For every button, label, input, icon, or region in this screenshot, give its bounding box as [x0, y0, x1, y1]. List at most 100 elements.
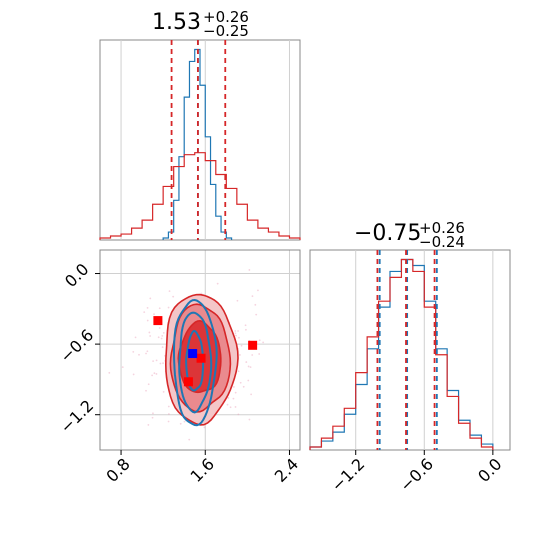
scatter-point	[237, 330, 239, 332]
scatter-point	[232, 386, 235, 388]
scatter-point	[167, 405, 170, 408]
marginal-x-grid	[120, 40, 290, 240]
histogram-series	[99, 152, 301, 240]
scatter-point	[167, 420, 170, 423]
scatter-point	[146, 350, 149, 353]
marginal-y-title: −0.75 +0.26 −0.24	[354, 219, 465, 251]
marginal-x-title-lower: −0.25	[203, 22, 249, 40]
scatter-point	[240, 344, 243, 347]
scatter-point	[234, 406, 237, 408]
scatter-point	[160, 337, 163, 340]
scatter-point	[121, 366, 124, 369]
scatter-point	[108, 371, 111, 374]
scatter-point	[237, 413, 240, 416]
scatter-point	[237, 370, 240, 373]
scatter-point	[146, 319, 149, 322]
joint-frame	[99, 249, 301, 451]
scatter-point	[188, 438, 191, 441]
marginal-x-panel: 1.53 +0.26 −0.25	[99, 8, 301, 241]
scatter-point	[304, 357, 306, 359]
x-tick-label: −1.2	[328, 454, 369, 495]
scatter-point	[232, 397, 235, 400]
scatter-point	[167, 413, 170, 415]
histogram-series	[309, 258, 494, 450]
marker-point	[188, 349, 198, 359]
scatter-point	[147, 424, 150, 426]
scatter-point	[250, 393, 253, 396]
scatter-point	[251, 354, 254, 356]
joint-y-tick-labels: 0.0 −0.6 −1.2	[56, 260, 100, 437]
scatter-point	[226, 403, 229, 406]
scatter-point	[258, 339, 261, 342]
scatter-point	[239, 381, 242, 384]
marker-point	[153, 316, 163, 326]
scatter-point	[255, 313, 258, 316]
scatter-point	[251, 295, 254, 298]
scatter-point	[162, 362, 164, 365]
scatter-point	[244, 324, 247, 327]
scatter-point	[248, 269, 251, 271]
marginal-x-quantile-lines	[170, 40, 227, 240]
contour-level	[185, 330, 205, 392]
scatter-point	[158, 327, 161, 329]
scatter-point	[239, 354, 241, 356]
marginal-y-title-lower: −0.24	[419, 233, 465, 251]
scatter-point	[134, 336, 137, 339]
joint-x-tick-labels: 0.8 1.6 2.4	[102, 450, 302, 486]
scatter-point	[190, 491, 192, 493]
scatter-point	[258, 353, 261, 355]
scatter-point	[168, 290, 171, 293]
scatter-point	[203, 426, 206, 429]
scatter-point	[153, 372, 156, 375]
joint-markers	[153, 316, 258, 387]
scatter-point	[132, 350, 135, 353]
contour-level	[173, 298, 218, 427]
scatter-point	[162, 331, 165, 334]
contour-level	[178, 311, 213, 414]
marginal-y-quantile-lines	[376, 250, 438, 450]
scatter-point	[216, 282, 219, 285]
scatter-point	[245, 328, 247, 331]
scatter-point	[152, 412, 154, 415]
scatter-point	[242, 385, 245, 388]
marker-point	[248, 340, 258, 350]
scatter-point	[151, 374, 154, 377]
marginal-y-frame	[309, 249, 511, 451]
scatter-point	[245, 361, 248, 363]
scatter-point	[155, 359, 158, 362]
scatter-point	[153, 313, 155, 316]
scatter-point	[235, 334, 237, 337]
scatter-point	[162, 390, 165, 393]
scatter-point	[152, 360, 155, 363]
marker-point	[183, 377, 193, 387]
scatter-point	[248, 418, 251, 421]
marginal-y-x-tick-labels: −1.2 −0.6 0.0	[328, 450, 506, 495]
x-tick-label: 1.6	[187, 454, 218, 485]
scatter-point	[257, 289, 259, 292]
scatter-point	[179, 422, 182, 425]
y-tick-label: −1.2	[56, 396, 97, 437]
scatter-point	[143, 311, 146, 314]
scatter-point	[147, 383, 150, 386]
marker-point	[196, 353, 206, 363]
scatter-point	[262, 341, 265, 344]
scatter-point	[161, 346, 164, 349]
scatter-point	[236, 299, 239, 302]
marginal-y-title-upper: +0.26	[419, 219, 465, 237]
marginal-y-histograms	[309, 258, 494, 450]
scatter-point	[247, 365, 250, 368]
scatter-point	[132, 373, 135, 376]
y-tick-label: 0.0	[61, 260, 92, 291]
scatter-point	[254, 303, 257, 306]
scatter-point	[149, 297, 152, 300]
scatter-point	[149, 335, 152, 337]
scatter-point	[145, 389, 147, 392]
scatter-point	[159, 362, 162, 365]
scatter-point	[146, 306, 149, 309]
scatter-point	[234, 332, 237, 335]
x-tick-label: −0.6	[396, 454, 437, 495]
marginal-x-title: 1.53 +0.26 −0.25	[152, 8, 249, 40]
scatter-point	[157, 336, 160, 339]
scatter-point	[138, 353, 140, 356]
